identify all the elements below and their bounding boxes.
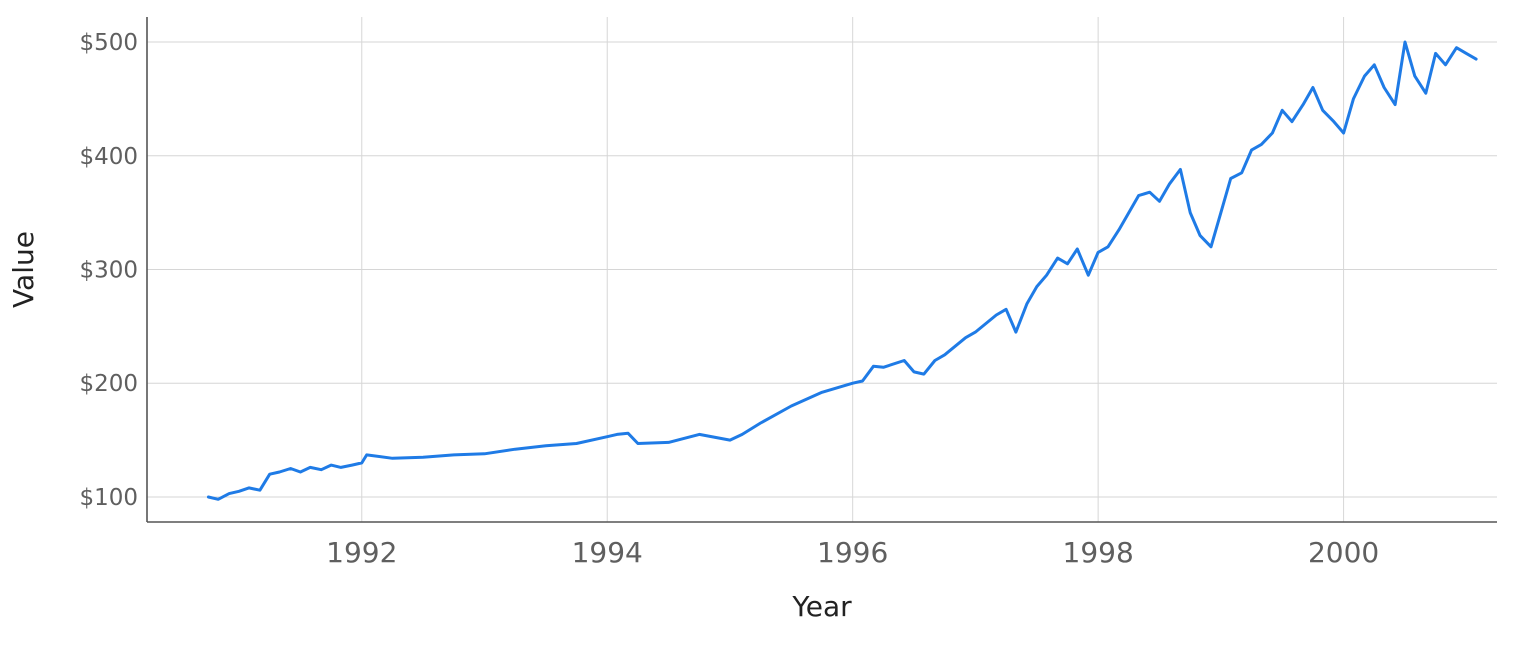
y-tick-label: $400 <box>79 144 138 170</box>
x-tick-label: 1992 <box>326 536 397 569</box>
x-tick-label: 2000 <box>1308 536 1379 569</box>
series-layer <box>206 40 1478 501</box>
x-axis-title: Year <box>791 590 852 623</box>
x-tick-label: 1994 <box>572 536 643 569</box>
y-tick-label: $100 <box>79 485 138 511</box>
y-tick-label: $300 <box>79 258 138 284</box>
x-tick-label: 1998 <box>1063 536 1134 569</box>
y-axis-title: Value <box>7 231 40 308</box>
y-tick-label: $200 <box>79 371 138 397</box>
y-tick-labels: $100 $200 $300 $400 $500 <box>79 30 138 511</box>
x-tick-labels: 1992 1994 1996 1998 2000 <box>326 536 1379 569</box>
series-line <box>206 40 1478 501</box>
x-tick-label: 1996 <box>817 536 888 569</box>
x-gridlines <box>361 17 1345 522</box>
y-tick-label: $500 <box>79 30 138 56</box>
y-gridlines <box>147 41 1497 498</box>
